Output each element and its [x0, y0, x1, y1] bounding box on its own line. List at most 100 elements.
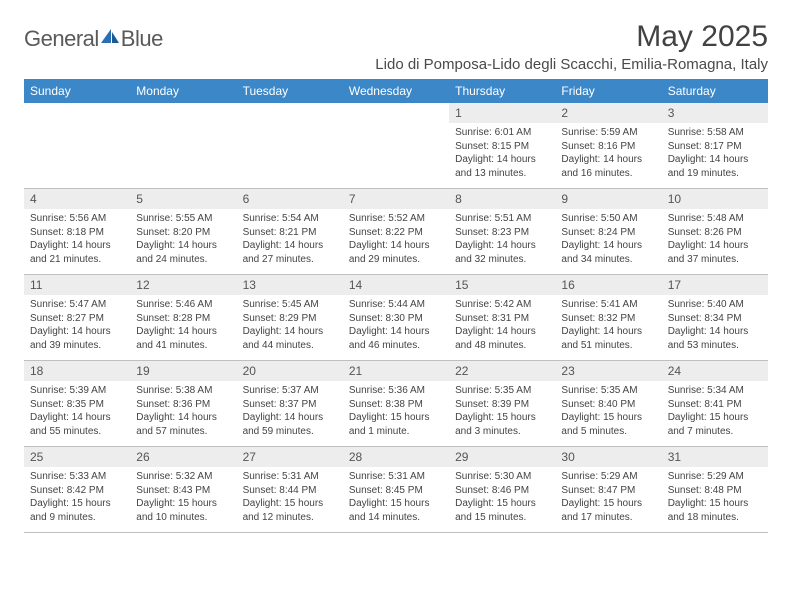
day-number-cell [237, 103, 343, 123]
daylight-text: Daylight: 15 hours and 10 minutes. [136, 497, 230, 524]
sunrise-text: Sunrise: 5:31 AM [243, 470, 337, 484]
sunrise-text: Sunrise: 5:48 AM [668, 212, 762, 226]
day-number-cell: 26 [130, 447, 236, 468]
day-number-cell: 21 [343, 361, 449, 382]
sunrise-text: Sunrise: 5:42 AM [455, 298, 549, 312]
day-number-cell [24, 103, 130, 123]
sunrise-text: Sunrise: 5:58 AM [668, 126, 762, 140]
sunrise-text: Sunrise: 5:39 AM [30, 384, 124, 398]
daylight-text: Daylight: 14 hours and 59 minutes. [243, 411, 337, 438]
sunset-text: Sunset: 8:35 PM [30, 398, 124, 412]
day-content-cell: Sunrise: 5:59 AMSunset: 8:16 PMDaylight:… [555, 123, 661, 189]
day-number-cell: 24 [662, 361, 768, 382]
day-number-cell: 22 [449, 361, 555, 382]
day-number-cell: 27 [237, 447, 343, 468]
weekday-header: Thursday [449, 79, 555, 103]
sunset-text: Sunset: 8:17 PM [668, 140, 762, 154]
sunrise-text: Sunrise: 5:35 AM [455, 384, 549, 398]
day-content-cell: Sunrise: 5:48 AMSunset: 8:26 PMDaylight:… [662, 209, 768, 275]
day-number-cell: 20 [237, 361, 343, 382]
sunset-text: Sunset: 8:34 PM [668, 312, 762, 326]
day-content-cell: Sunrise: 5:50 AMSunset: 8:24 PMDaylight:… [555, 209, 661, 275]
weekday-header: Tuesday [237, 79, 343, 103]
daylight-text: Daylight: 14 hours and 57 minutes. [136, 411, 230, 438]
daylight-text: Daylight: 14 hours and 37 minutes. [668, 239, 762, 266]
sunrise-text: Sunrise: 5:32 AM [136, 470, 230, 484]
sunset-text: Sunset: 8:41 PM [668, 398, 762, 412]
sunrise-text: Sunrise: 5:30 AM [455, 470, 549, 484]
sunrise-text: Sunrise: 5:36 AM [349, 384, 443, 398]
sunset-text: Sunset: 8:16 PM [561, 140, 655, 154]
daylight-text: Daylight: 15 hours and 3 minutes. [455, 411, 549, 438]
day-number-row: 25262728293031 [24, 447, 768, 468]
sunrise-text: Sunrise: 5:55 AM [136, 212, 230, 226]
weekday-header: Sunday [24, 79, 130, 103]
location-text: Lido di Pomposa-Lido degli Scacchi, Emil… [375, 56, 768, 73]
day-number-cell: 15 [449, 275, 555, 296]
sunset-text: Sunset: 8:42 PM [30, 484, 124, 498]
day-number-row: 18192021222324 [24, 361, 768, 382]
day-content-cell: Sunrise: 5:29 AMSunset: 8:48 PMDaylight:… [662, 467, 768, 533]
daylight-text: Daylight: 14 hours and 46 minutes. [349, 325, 443, 352]
weekday-header: Friday [555, 79, 661, 103]
sunset-text: Sunset: 8:29 PM [243, 312, 337, 326]
sunrise-text: Sunrise: 5:29 AM [668, 470, 762, 484]
sunrise-text: Sunrise: 5:50 AM [561, 212, 655, 226]
day-content-cell [24, 123, 130, 189]
day-content-cell: Sunrise: 5:35 AMSunset: 8:39 PMDaylight:… [449, 381, 555, 447]
daylight-text: Daylight: 15 hours and 12 minutes. [243, 497, 337, 524]
daylight-text: Daylight: 14 hours and 19 minutes. [668, 153, 762, 180]
daylight-text: Daylight: 15 hours and 17 minutes. [561, 497, 655, 524]
day-number-cell: 12 [130, 275, 236, 296]
day-content-row: Sunrise: 5:56 AMSunset: 8:18 PMDaylight:… [24, 209, 768, 275]
day-number-cell: 17 [662, 275, 768, 296]
sunrise-text: Sunrise: 5:47 AM [30, 298, 124, 312]
sunrise-text: Sunrise: 5:41 AM [561, 298, 655, 312]
sunset-text: Sunset: 8:48 PM [668, 484, 762, 498]
day-content-cell: Sunrise: 5:40 AMSunset: 8:34 PMDaylight:… [662, 295, 768, 361]
daylight-text: Daylight: 14 hours and 53 minutes. [668, 325, 762, 352]
logo: General Blue [24, 20, 163, 52]
day-number-cell: 19 [130, 361, 236, 382]
day-number-cell: 8 [449, 189, 555, 210]
sunset-text: Sunset: 8:28 PM [136, 312, 230, 326]
sunset-text: Sunset: 8:43 PM [136, 484, 230, 498]
sunrise-text: Sunrise: 5:33 AM [30, 470, 124, 484]
calendar-table: SundayMondayTuesdayWednesdayThursdayFrid… [24, 79, 768, 533]
daylight-text: Daylight: 14 hours and 44 minutes. [243, 325, 337, 352]
day-content-cell: Sunrise: 5:55 AMSunset: 8:20 PMDaylight:… [130, 209, 236, 275]
weekday-header-row: SundayMondayTuesdayWednesdayThursdayFrid… [24, 79, 768, 103]
sunset-text: Sunset: 8:46 PM [455, 484, 549, 498]
weekday-header: Monday [130, 79, 236, 103]
day-number-cell: 25 [24, 447, 130, 468]
daylight-text: Daylight: 14 hours and 27 minutes. [243, 239, 337, 266]
sunset-text: Sunset: 8:31 PM [455, 312, 549, 326]
day-number-cell [130, 103, 236, 123]
day-number-cell: 1 [449, 103, 555, 123]
sunset-text: Sunset: 8:26 PM [668, 226, 762, 240]
day-content-cell: Sunrise: 5:35 AMSunset: 8:40 PMDaylight:… [555, 381, 661, 447]
day-content-cell: Sunrise: 5:47 AMSunset: 8:27 PMDaylight:… [24, 295, 130, 361]
day-content-cell: Sunrise: 5:54 AMSunset: 8:21 PMDaylight:… [237, 209, 343, 275]
day-content-cell: Sunrise: 6:01 AMSunset: 8:15 PMDaylight:… [449, 123, 555, 189]
sunset-text: Sunset: 8:21 PM [243, 226, 337, 240]
sunset-text: Sunset: 8:32 PM [561, 312, 655, 326]
day-content-cell: Sunrise: 5:51 AMSunset: 8:23 PMDaylight:… [449, 209, 555, 275]
daylight-text: Daylight: 14 hours and 24 minutes. [136, 239, 230, 266]
daylight-text: Daylight: 15 hours and 18 minutes. [668, 497, 762, 524]
sunset-text: Sunset: 8:40 PM [561, 398, 655, 412]
calendar-page: General Blue May 2025 Lido di Pomposa-Li… [0, 0, 792, 533]
daylight-text: Daylight: 14 hours and 29 minutes. [349, 239, 443, 266]
sunrise-text: Sunrise: 5:31 AM [349, 470, 443, 484]
sunrise-text: Sunrise: 5:38 AM [136, 384, 230, 398]
sunset-text: Sunset: 8:23 PM [455, 226, 549, 240]
sunset-text: Sunset: 8:18 PM [30, 226, 124, 240]
day-content-row: Sunrise: 5:33 AMSunset: 8:42 PM Daylight:… [24, 467, 768, 533]
day-number-row: 11121314151617 [24, 275, 768, 296]
day-number-cell: 2 [555, 103, 661, 123]
day-number-cell: 31 [662, 447, 768, 468]
sunrise-text: Sunrise: 6:01 AM [455, 126, 549, 140]
sunrise-text: Sunrise: 5:40 AM [668, 298, 762, 312]
day-number-cell: 7 [343, 189, 449, 210]
day-content-cell: Sunrise: 5:36 AMSunset: 8:38 PMDaylight:… [343, 381, 449, 447]
